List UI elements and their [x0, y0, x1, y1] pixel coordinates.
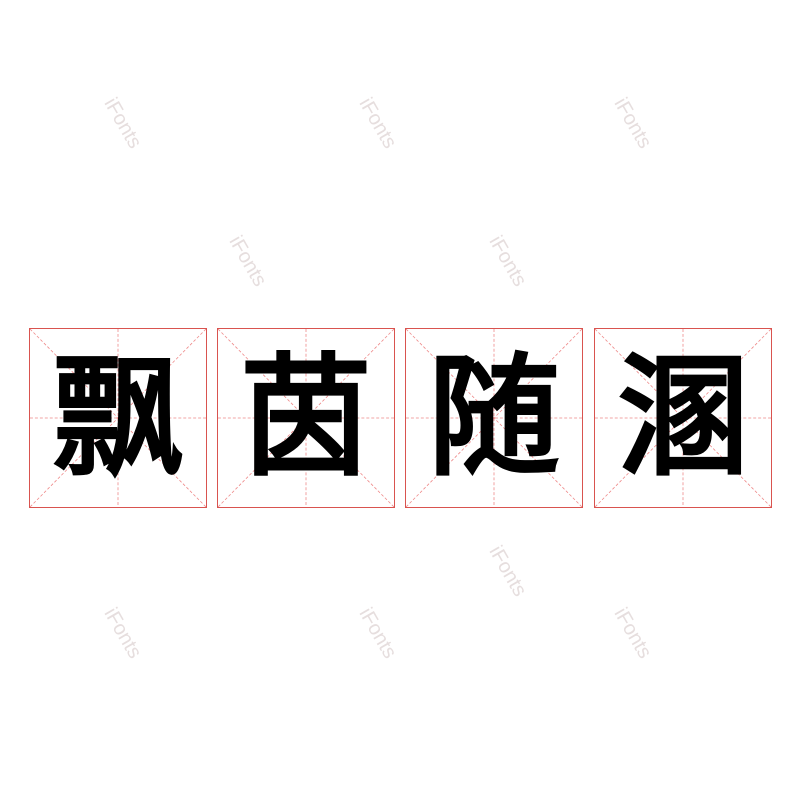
watermark: iFonts [484, 232, 531, 291]
character-cell-1: 飘 [29, 328, 207, 508]
grid-guides [406, 329, 582, 507]
grid-guides [218, 329, 394, 507]
character-glyph: 随 [428, 341, 560, 495]
character-cell-4: 溷 [594, 328, 772, 508]
watermark: iFonts [609, 94, 656, 153]
watermark: iFonts [609, 604, 656, 663]
grid-guides [30, 329, 206, 507]
watermark: iFonts [354, 604, 401, 663]
character-cell-2: 茵 [217, 328, 395, 508]
character-glyph: 茵 [240, 341, 372, 495]
character-cell-3: 随 [405, 328, 583, 508]
watermark: iFonts [354, 94, 401, 153]
character-glyph: 飘 [52, 341, 184, 495]
grid-guides [595, 329, 771, 507]
watermark: iFonts [99, 94, 146, 153]
watermark: iFonts [99, 604, 146, 663]
watermark: iFonts [224, 232, 271, 291]
watermark: iFonts [484, 542, 531, 601]
character-glyph: 溷 [617, 341, 749, 495]
